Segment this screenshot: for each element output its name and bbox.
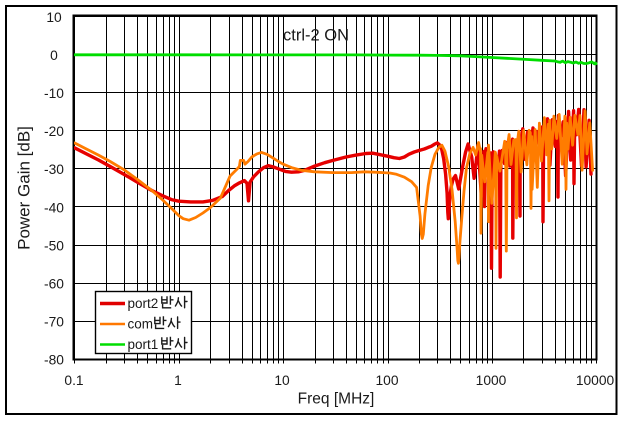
svg-text:Freq [MHz]: Freq [MHz]: [298, 391, 375, 408]
svg-text:-60: -60: [44, 277, 64, 292]
svg-text:100: 100: [375, 373, 398, 388]
svg-text:-50: -50: [44, 238, 64, 253]
svg-text:-30: -30: [44, 162, 64, 177]
svg-text:1: 1: [174, 373, 182, 388]
svg-text:10: 10: [46, 10, 62, 25]
svg-text:Power Gain [dB]: Power Gain [dB]: [15, 126, 34, 250]
svg-text:-10: -10: [44, 86, 64, 101]
svg-text:-40: -40: [44, 200, 64, 215]
svg-text:-20: -20: [44, 124, 64, 139]
svg-text:0.1: 0.1: [64, 373, 83, 388]
svg-text:port1: port1: [128, 337, 159, 352]
svg-text:ctrl-2 ON: ctrl-2 ON: [283, 27, 349, 45]
svg-text:-80: -80: [44, 353, 64, 368]
svg-text:10: 10: [274, 373, 290, 388]
svg-text:port2: port2: [128, 296, 159, 311]
svg-text:-70: -70: [44, 315, 64, 330]
svg-text:1000: 1000: [476, 373, 507, 388]
svg-text:0: 0: [50, 48, 58, 63]
svg-text:com: com: [128, 317, 154, 332]
svg-text:10000: 10000: [576, 373, 615, 388]
